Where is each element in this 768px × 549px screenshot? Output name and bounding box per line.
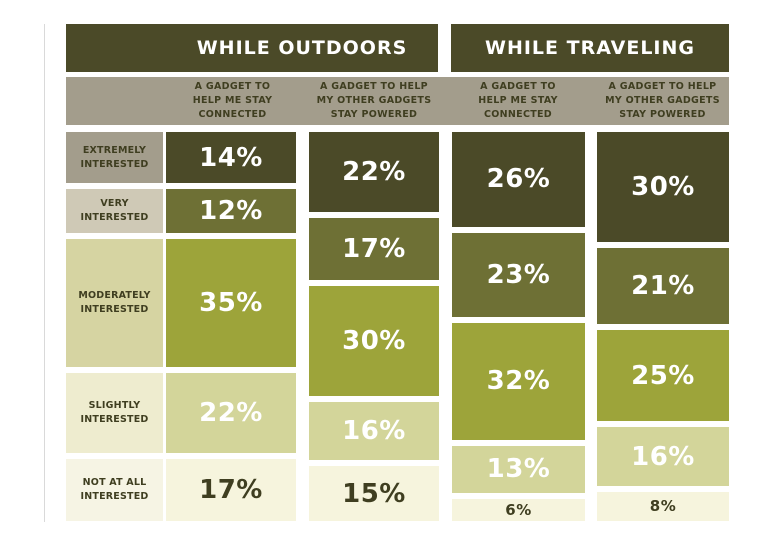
- cell-traveling-connected-slightly: 13%: [452, 445, 585, 494]
- cell-traveling-powered-moderately: 25%: [597, 330, 729, 422]
- row-label-not-at-all: NOT AT ALL INTERESTED: [66, 458, 163, 521]
- cell-outdoors-connected-very: 12%: [166, 189, 296, 233]
- cell-outdoors-powered-extremely: 22%: [309, 132, 439, 213]
- cell-traveling-connected-moderately: 32%: [452, 322, 585, 440]
- column-header-traveling-connected: A GADGET TO HELP ME STAY CONNECTED: [478, 81, 558, 120]
- left-divider-line: [44, 24, 45, 522]
- cell-traveling-powered-extremely: 30%: [597, 132, 729, 242]
- cell-outdoors-connected-moderately: 35%: [166, 238, 296, 367]
- cell-outdoors-powered-not-at-all: 15%: [309, 466, 439, 521]
- cell-traveling-powered-not-at-all: 8%: [597, 491, 729, 521]
- column-header-traveling-powered: A GADGET TO HELP MY OTHER GADGETS STAY P…: [605, 81, 720, 120]
- cell-traveling-powered-very: 21%: [597, 247, 729, 325]
- column-header-band: [66, 77, 729, 125]
- cell-traveling-connected-not-at-all: 6%: [452, 499, 585, 521]
- cell-traveling-connected-very: 23%: [452, 232, 585, 317]
- cell-outdoors-connected-not-at-all: 17%: [166, 458, 296, 521]
- column-header-outdoors-powered: A GADGET TO HELP MY OTHER GADGETS STAY P…: [316, 81, 432, 120]
- cell-traveling-connected-extremely: 26%: [452, 132, 585, 227]
- cell-outdoors-powered-slightly: 16%: [309, 401, 439, 461]
- row-label-very: VERY INTERESTED: [66, 189, 163, 233]
- row-label-moderately: MODERATELY INTERESTED: [66, 238, 163, 367]
- column-header-outdoors-connected: A GADGET TO HELP ME STAY CONNECTED: [192, 81, 273, 120]
- cell-outdoors-powered-very: 17%: [309, 218, 439, 281]
- cell-outdoors-powered-moderately: 30%: [309, 286, 439, 396]
- row-label-slightly: SLIGHTLY INTERESTED: [66, 372, 163, 453]
- group-header-traveling: WHILE TRAVELING: [451, 24, 729, 72]
- group-header-outdoors: WHILE OUTDOORS: [66, 24, 438, 72]
- cell-traveling-powered-slightly: 16%: [597, 427, 729, 486]
- cell-outdoors-connected-slightly: 22%: [166, 372, 296, 453]
- row-label-extremely: EXTREMELY INTERESTED: [66, 132, 163, 184]
- cell-outdoors-connected-extremely: 14%: [166, 132, 296, 184]
